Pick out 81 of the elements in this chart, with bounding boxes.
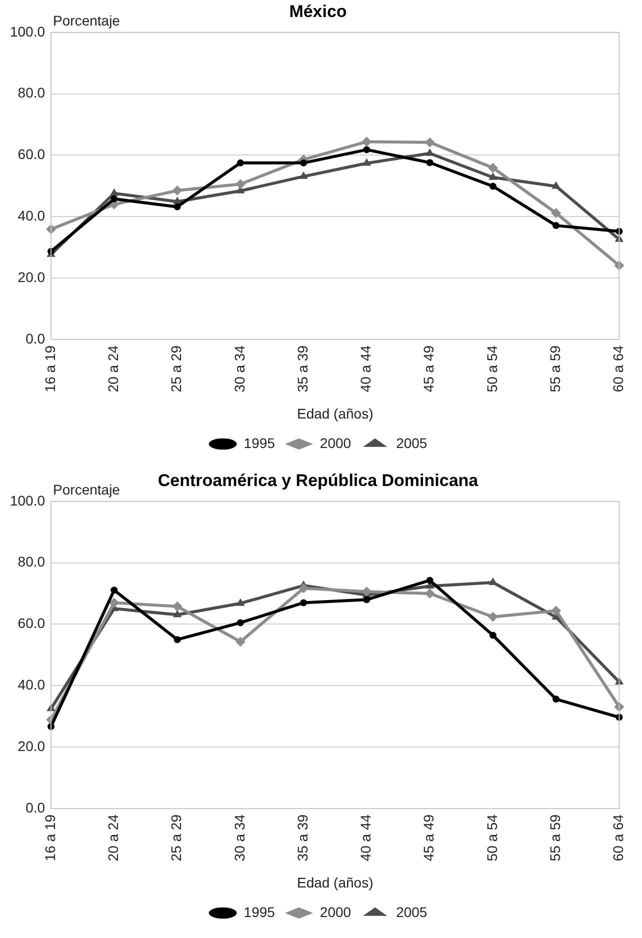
point [552,696,560,703]
x-tick-label: 35 a 39 [294,345,310,392]
point [488,172,498,180]
x-tick-label: 35 a 39 [294,814,310,862]
point [109,598,120,608]
x-tick-label: 40 a 44 [358,345,374,392]
x-tick-label: 40 a 44 [358,814,374,862]
x-tick-label: 50 a 54 [484,345,500,392]
point [551,606,562,616]
x-tick-label: 30 a 34 [231,345,248,392]
x-tick-label: 55 a 59 [546,814,563,862]
point [424,137,435,148]
y-tick-label: 20.0 [18,268,46,285]
y-axis-title: Porcentaje [53,481,120,498]
point [363,146,370,154]
point [235,179,246,190]
point [552,222,560,230]
point [362,158,372,166]
point [552,181,560,189]
point [488,162,498,173]
legend-label: 1995 [244,434,276,451]
y-tick-label: 80.0 [18,554,46,570]
y-tick-label: 40.0 [18,676,46,693]
point [363,596,370,604]
y-tick-label: 20.0 [18,738,46,754]
y-tick-label: 60.0 [18,146,46,162]
x-tick-label: 20 a 24 [105,345,122,392]
x-tick-label: 45 a 49 [420,345,437,392]
point [236,619,244,626]
point [235,636,246,647]
y-tick-label: 100.0 [10,23,46,40]
y-tick-label: 100.0 [10,492,46,508]
x-tick-label: 45 a 49 [420,814,437,862]
legend-label: 2005 [396,434,428,451]
chart-title: Centroamérica y República Dominicana [158,470,479,490]
x-tick-label: 50 a 54 [484,814,500,862]
point [426,576,434,584]
x-tick-label: 20 a 24 [105,814,122,862]
x-tick-label: 25 a 29 [168,345,184,392]
point [426,159,434,166]
point [299,171,308,179]
y-tick-label: 0.0 [26,330,46,346]
point [172,186,182,196]
point [488,612,498,622]
point [110,586,118,594]
point [489,182,496,190]
point [300,599,308,606]
point [174,636,181,644]
point [362,136,372,147]
y-tick-label: 80.0 [18,84,46,101]
point [236,598,245,606]
y-axis-title: Porcentaje [53,12,120,28]
point [489,632,496,639]
y-tick-label: 0.0 [26,799,46,816]
y-tick-label: 40.0 [18,208,46,224]
point [172,610,182,618]
point [172,601,182,612]
x-tick-label: 16 a 19 [42,814,58,862]
point [424,588,435,599]
point [236,159,244,166]
legend-label: 2005 [396,904,428,920]
x-tick-label: 60 a 64 [610,345,626,392]
point [300,159,308,166]
legend-label: 2000 [320,904,352,920]
y-tick-label: 60.0 [18,615,46,632]
legend-label: 2000 [320,434,352,451]
x-tick-label: 25 a 29 [168,814,184,862]
legend-label: 1995 [244,904,276,920]
point [174,203,181,210]
x-axis-title: Edad (años) [296,405,374,422]
x-axis-title: Edad (años) [296,874,374,890]
point [298,583,309,594]
x-tick-label: 60 a 64 [610,814,626,862]
x-tick-label: 30 a 34 [231,814,248,862]
point [362,586,372,597]
point [551,208,562,218]
point [110,188,118,196]
point [110,195,118,202]
chart-title: México [289,2,347,21]
x-tick-label: 16 a 19 [42,345,58,392]
x-tick-label: 55 a 59 [546,345,563,392]
